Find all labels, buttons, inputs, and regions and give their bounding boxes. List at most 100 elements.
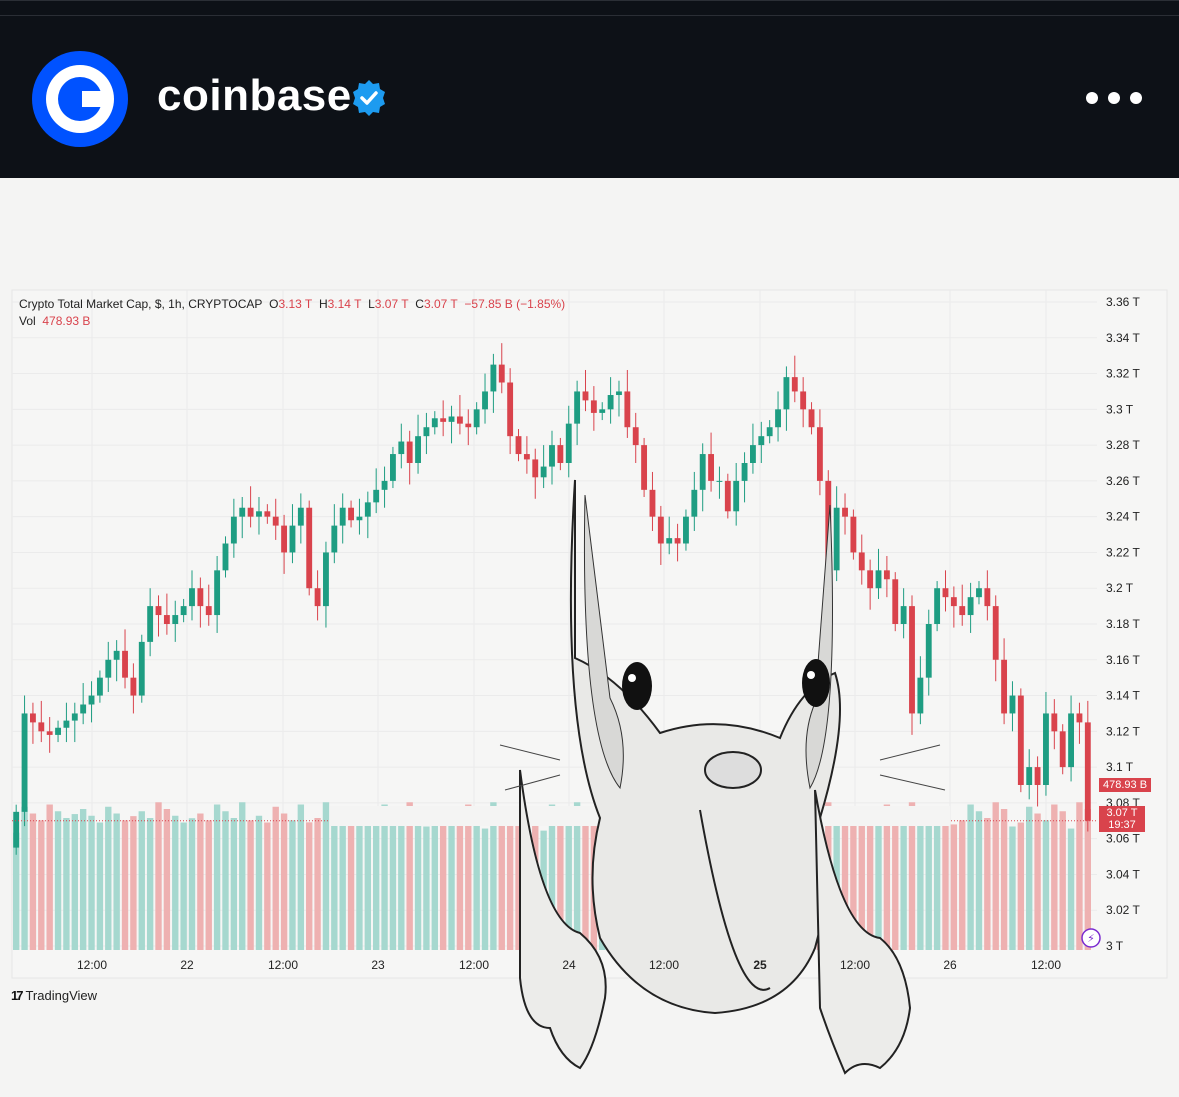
candle-body: [465, 423, 472, 428]
candle-body: [1084, 722, 1091, 821]
candle-body: [448, 416, 455, 422]
volume-bar: [1067, 828, 1075, 950]
candle-body: [1068, 713, 1074, 768]
candle-body: [256, 511, 262, 517]
x-tick-label: 12:00: [649, 958, 679, 972]
volume-bar: [113, 813, 120, 950]
candle-body: [113, 650, 120, 660]
profile-header: coinbase: [0, 0, 1179, 178]
y-tick-label: 3.04 T: [1106, 867, 1140, 881]
candle-body: [800, 391, 807, 410]
candle-body: [1059, 731, 1066, 768]
y-tick-label: 3.06 T: [1106, 832, 1140, 846]
candle-body: [63, 720, 70, 728]
volume-bar: [439, 806, 447, 950]
candle-body: [741, 463, 748, 481]
volume-bar: [456, 820, 464, 950]
y-tick-label: 3.12 T: [1106, 724, 1140, 738]
candle-body: [163, 615, 170, 624]
candle-body: [38, 722, 45, 732]
candle-body: [381, 480, 388, 490]
volume-bar: [490, 802, 497, 950]
volume-bar: [364, 824, 371, 950]
right-eye: [802, 659, 830, 707]
coinbase-logo-icon[interactable]: [32, 51, 128, 147]
candle-body: [130, 677, 137, 696]
candle-body: [314, 588, 321, 607]
volume-bar: [959, 820, 966, 950]
candle-body: [507, 382, 514, 437]
candle-body: [984, 588, 991, 607]
candle-body: [80, 704, 87, 714]
candle-body: [30, 713, 36, 723]
candle-body: [942, 588, 949, 598]
volume-bar: [967, 804, 974, 950]
candle-body: [549, 445, 555, 467]
volume-bar: [850, 822, 857, 950]
tradingview-logo[interactable]: 17 TradingView: [11, 988, 98, 1003]
candle-body: [373, 489, 380, 503]
candle-body: [348, 507, 354, 521]
volume-bar: [322, 802, 330, 950]
volume-bar: [1017, 822, 1025, 950]
volume-badge: 478.93 B: [1099, 778, 1152, 792]
candle-body: [733, 480, 740, 512]
candle-body: [590, 400, 597, 413]
candle-body: [289, 525, 296, 553]
volume-bar: [155, 802, 162, 950]
candle-body: [607, 395, 614, 410]
candle-body: [456, 416, 463, 424]
volume-bar: [272, 806, 279, 950]
candle-body: [390, 454, 396, 481]
candle-body: [909, 606, 915, 714]
volume-bar: [163, 809, 171, 950]
candle-body: [750, 445, 756, 463]
candle-body: [423, 427, 430, 437]
account-name[interactable]: coinbase: [157, 71, 352, 120]
candle-body: [498, 364, 505, 383]
low-value: 3.07 T: [374, 297, 409, 311]
candle-body: [808, 409, 815, 428]
x-tick-label: 12:00: [840, 958, 870, 972]
candle-body: [758, 436, 765, 446]
price-badge-countdown: 19:37: [1108, 819, 1136, 831]
volume-bar: [866, 813, 874, 950]
candle-body: [992, 606, 999, 660]
market-cap-chart: 3.36 T 3.34 T 3.32 T 3.3 T 3.28 T 3.26 T 3.24 …: [11, 289, 1168, 1075]
left-eye: [622, 662, 652, 710]
candle-body: [959, 606, 966, 616]
open-label: O: [269, 297, 279, 311]
candle-body: [1017, 695, 1024, 785]
volume-bar: [398, 818, 405, 950]
volume-bar: [213, 804, 221, 950]
candle-body: [264, 511, 271, 517]
candle-body: [71, 713, 78, 721]
volume-bar: [205, 820, 212, 950]
volume-bar: [389, 811, 397, 950]
squirrel-illustration: [330, 479, 950, 1075]
volume-bar: [88, 815, 95, 950]
volume-bar: [264, 822, 271, 950]
candle-body: [599, 409, 606, 413]
volume-bar: [29, 813, 37, 950]
verified-badge-icon: [353, 80, 385, 116]
volume-bar: [448, 813, 455, 950]
candle-body: [306, 507, 313, 589]
volume-bar: [130, 816, 137, 950]
right-ear: [805, 504, 833, 790]
candle-body: [1076, 713, 1083, 723]
whisker: [504, 774, 561, 791]
x-tick-label: 26: [943, 958, 957, 972]
candle-body: [540, 466, 547, 478]
candle-body: [683, 516, 689, 544]
candle-body: [147, 606, 154, 642]
candle-body: [13, 811, 20, 848]
candle-body: [867, 570, 874, 589]
candle-body: [482, 391, 488, 410]
volume-bar: [582, 809, 589, 950]
volume-bar: [121, 820, 129, 950]
candle-body: [214, 570, 221, 616]
more-options-button[interactable]: [1086, 87, 1142, 109]
volume-bar: [356, 806, 363, 950]
candle-body: [532, 459, 539, 478]
